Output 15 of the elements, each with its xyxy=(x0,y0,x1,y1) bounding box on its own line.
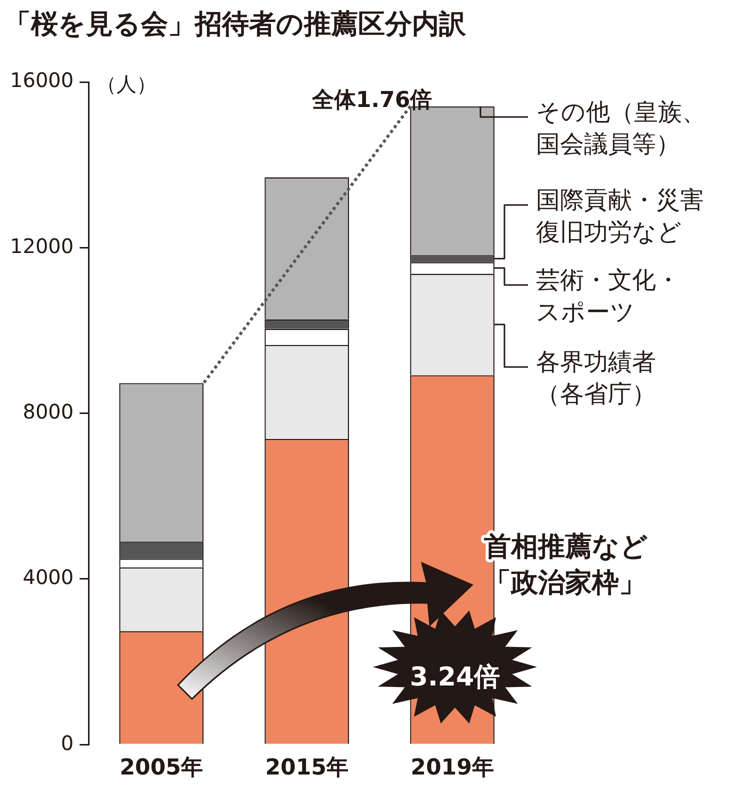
annotation: 3.24倍 xyxy=(410,662,500,694)
series-label: 国際貢献・災害復旧功労など xyxy=(536,186,704,246)
y-axis-title: （人） xyxy=(96,72,157,96)
y-tick-label: 4000 xyxy=(22,565,74,590)
y-tick-label: 8000 xyxy=(22,400,74,424)
chart-title: 「桜を見る会」招待者の推薦区分内訳 xyxy=(4,8,466,42)
y-tick-label: 12000 xyxy=(10,234,74,258)
y-tick-label: 0 xyxy=(60,730,74,755)
series-label: その他（皇族、国会議員等） xyxy=(536,98,706,158)
series-label: 芸術・文化・スポーツ xyxy=(536,266,680,326)
x-tick-label: 2005年 xyxy=(120,756,203,781)
x-tick-label: 2015年 xyxy=(265,756,348,781)
x-tick-label: 2019年 xyxy=(410,756,494,781)
series-label: 各界功績者（各省庁） xyxy=(536,348,656,408)
y-tick-label: 16000 xyxy=(10,68,74,92)
